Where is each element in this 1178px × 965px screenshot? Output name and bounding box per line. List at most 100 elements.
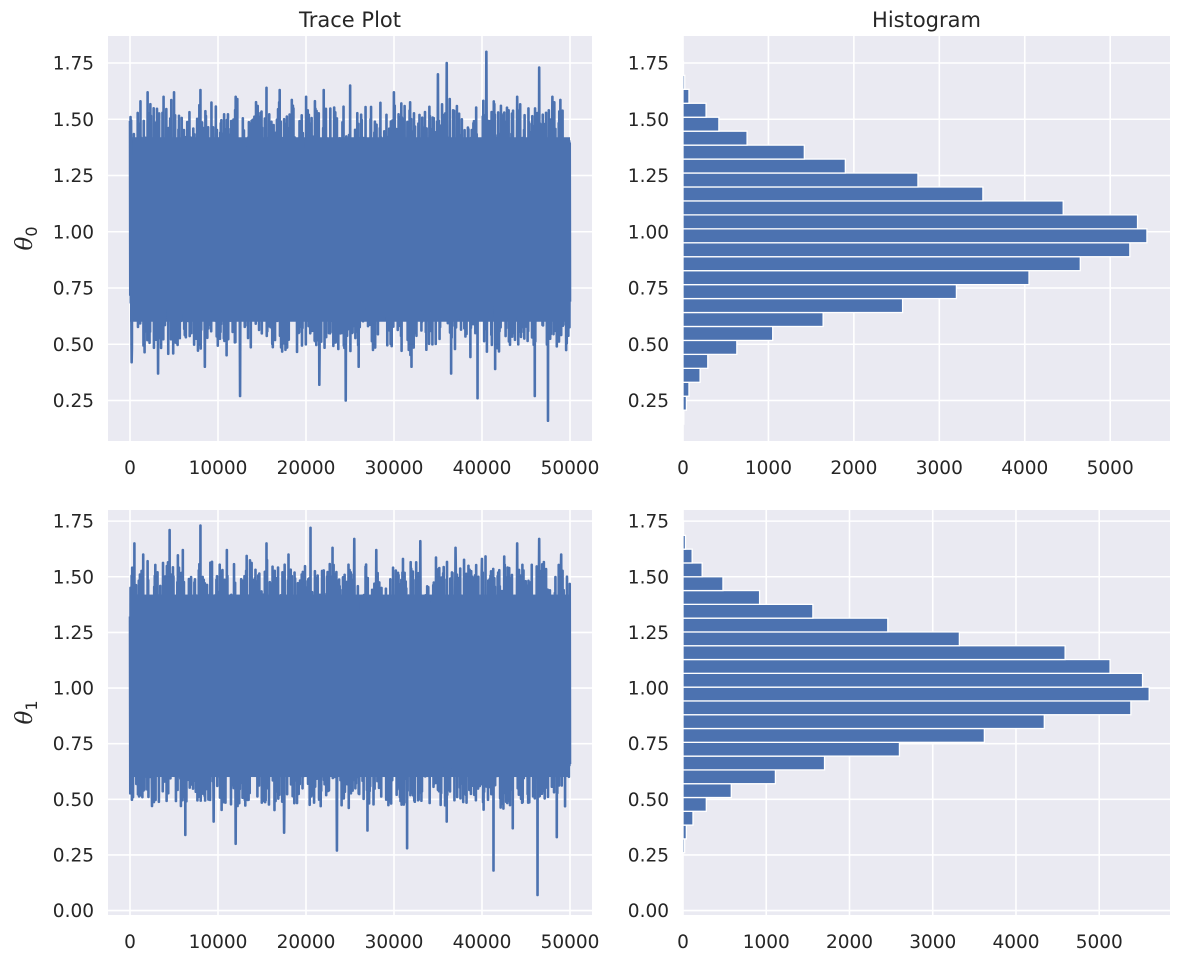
- histogram-bar: [683, 102, 707, 118]
- trace1-axes: 0.00 0.25 0.50 0.75 1.00 1.25 1.50 1.75 0 10000 20…: [12, 510, 599, 953]
- histogram-bar: [683, 325, 774, 342]
- trace0-axes: 0.25 0.50 0.75 1.00 1.25 1.50 1.75 0 10000 20000 3…: [12, 8, 599, 479]
- chart-title: Histogram: [872, 8, 981, 32]
- histogram-bar: [683, 339, 738, 356]
- histogram-bar: [683, 686, 1150, 702]
- histogram-bar: [683, 603, 814, 619]
- hist0-axes: 0.25 0.50 0.75 1.00 1.25 1.50 1.75 0 1000 2000 300…: [628, 8, 1170, 479]
- y-tick-label: 1.75: [628, 512, 669, 533]
- y-tick-label: 0.25: [628, 845, 669, 866]
- x-tick-label: 3000: [909, 932, 956, 953]
- x-tick-label: 20000: [277, 932, 336, 953]
- x-tick-label: 4000: [992, 932, 1039, 953]
- x-tick-label: 1000: [743, 932, 790, 953]
- y-tick-label: 0.50: [53, 790, 94, 811]
- x-tick-label: 0: [124, 932, 136, 953]
- histogram-bar: [683, 88, 690, 104]
- histogram-bar: [683, 283, 958, 300]
- histogram-bar: [683, 645, 1066, 661]
- histogram-bar: [683, 631, 961, 647]
- y-axis-label: θ0: [12, 226, 41, 250]
- histogram-bar: [683, 130, 748, 146]
- x-tick-label: 40000: [453, 458, 512, 479]
- hist0-data: [683, 60, 1148, 425]
- x-tick-label: 4000: [1001, 458, 1048, 479]
- y-tick-label: 1.00: [628, 222, 669, 243]
- x-tick-label: 30000: [365, 932, 424, 953]
- x-tick-label: 1000: [745, 458, 792, 479]
- histogram-bar: [683, 186, 984, 202]
- y-tick-label: 1.00: [628, 679, 669, 700]
- x-tick-label: 10000: [189, 932, 248, 953]
- x-tick-label: 20000: [277, 458, 336, 479]
- x-tick-label: 5000: [1087, 458, 1134, 479]
- y-tick-label: 0.50: [53, 335, 94, 356]
- histogram-bar: [683, 256, 1081, 272]
- x-tick-label: 2000: [830, 458, 877, 479]
- x-tick-label: 5000: [1076, 932, 1123, 953]
- histogram-bar: [683, 769, 777, 785]
- x-tick-label: 50000: [541, 932, 600, 953]
- y-tick-label: 1.50: [53, 110, 94, 131]
- y-tick-label: 1.00: [53, 222, 94, 243]
- y-tick-label: 1.50: [628, 567, 669, 588]
- histogram-bar: [683, 824, 687, 840]
- x-tick-label: 0: [677, 458, 689, 479]
- x-tick-label: 0: [677, 932, 689, 953]
- y-tick-label: 0.50: [628, 335, 669, 356]
- trace1-data: [128, 524, 572, 897]
- histogram-bar: [683, 367, 701, 383]
- y-tick-label: 0.75: [53, 734, 94, 755]
- trace0-data: [128, 50, 572, 423]
- x-tick-label: 2000: [826, 932, 873, 953]
- histogram-bar: [683, 60, 685, 77]
- y-tick-label: 1.25: [53, 623, 94, 644]
- histogram-bar: [683, 297, 904, 314]
- histogram-bar: [683, 270, 1030, 286]
- histogram-bar: [683, 395, 688, 411]
- histogram-bar: [683, 562, 703, 578]
- x-tick-label: 0: [124, 458, 136, 479]
- y-tick-label: 0.25: [628, 391, 669, 412]
- histogram-bar: [683, 810, 694, 826]
- hist1-axes: 0.00 0.25 0.50 0.75 1.00 1.25 1.50 1.75 0 1000 200…: [628, 510, 1170, 953]
- chart-title: Trace Plot: [298, 8, 401, 32]
- y-tick-label: 0.00: [53, 901, 94, 922]
- histogram-bar: [683, 158, 846, 174]
- histogram-bar: [683, 727, 986, 743]
- y-tick-label: 1.00: [53, 679, 94, 700]
- trace-line: [128, 50, 572, 423]
- y-tick-label: 1.25: [53, 166, 94, 187]
- histogram-bar: [683, 700, 1132, 716]
- y-tick-label: 0.75: [53, 279, 94, 300]
- histogram-bar: [683, 353, 709, 369]
- y-tick-label: 1.50: [628, 110, 669, 131]
- histogram-bar: [683, 534, 687, 550]
- x-tick-label: 50000: [541, 458, 600, 479]
- y-tick-label: 0.25: [53, 845, 94, 866]
- y-tick-label: 1.25: [628, 166, 669, 187]
- y-tick-label: 0.50: [628, 790, 669, 811]
- histogram-bar: [683, 520, 685, 537]
- hist1-data: [683, 520, 1150, 854]
- y-tick-label: 1.25: [628, 623, 669, 644]
- histogram-bar: [683, 200, 1064, 216]
- trace-line: [128, 524, 572, 897]
- histogram-bar: [683, 228, 1148, 244]
- y-tick-label: 1.50: [53, 567, 94, 588]
- histogram-bar: [683, 242, 1131, 258]
- histogram-bar: [683, 796, 707, 812]
- y-tick-label: 1.75: [53, 54, 94, 75]
- histogram-bar: [683, 381, 690, 397]
- histogram-bar: [683, 214, 1139, 230]
- histogram-bar: [683, 548, 693, 564]
- histogram-bar: [683, 311, 824, 328]
- x-tick-label: 10000: [189, 458, 248, 479]
- y-tick-label: 1.75: [628, 54, 669, 75]
- histogram-bar: [683, 658, 1111, 674]
- y-tick-label: 0.75: [628, 279, 669, 300]
- histogram-bar: [683, 617, 889, 633]
- histogram-bar: [683, 74, 686, 90]
- histogram-bar: [683, 116, 720, 132]
